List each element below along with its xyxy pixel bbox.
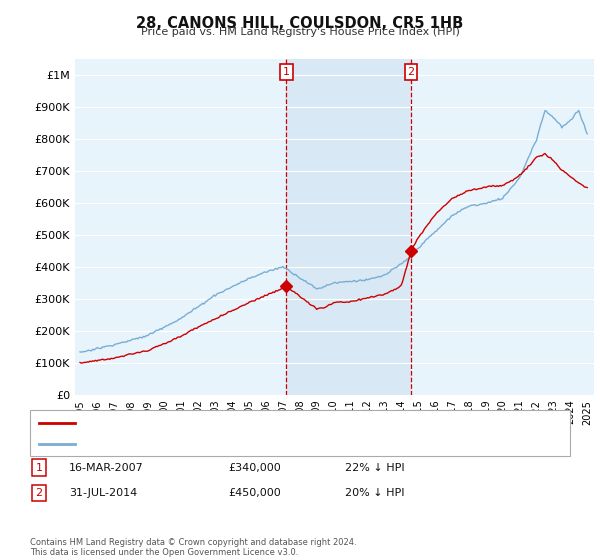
Text: 28, CANONS HILL, COULSDON, CR5 1HB (detached house): 28, CANONS HILL, COULSDON, CR5 1HB (deta… [81, 418, 385, 428]
Text: 20% ↓ HPI: 20% ↓ HPI [345, 488, 404, 498]
Text: £340,000: £340,000 [228, 463, 281, 473]
Bar [286, 59, 411, 395]
Text: 22% ↓ HPI: 22% ↓ HPI [345, 463, 404, 473]
Text: Price paid vs. HM Land Registry's House Price Index (HPI): Price paid vs. HM Land Registry's House … [140, 27, 460, 37]
Text: 1: 1 [35, 463, 43, 473]
Text: £450,000: £450,000 [228, 488, 281, 498]
Text: 2: 2 [407, 67, 415, 77]
Text: 2: 2 [35, 488, 43, 498]
Text: 31-JUL-2014: 31-JUL-2014 [69, 488, 137, 498]
Text: Contains HM Land Registry data © Crown copyright and database right 2024.
This d: Contains HM Land Registry data © Crown c… [30, 538, 356, 557]
Text: HPI: Average price, detached house, Croydon: HPI: Average price, detached house, Croy… [81, 438, 317, 449]
Text: 1: 1 [283, 67, 290, 77]
Text: 16-MAR-2007: 16-MAR-2007 [69, 463, 144, 473]
Text: 28, CANONS HILL, COULSDON, CR5 1HB: 28, CANONS HILL, COULSDON, CR5 1HB [136, 16, 464, 31]
